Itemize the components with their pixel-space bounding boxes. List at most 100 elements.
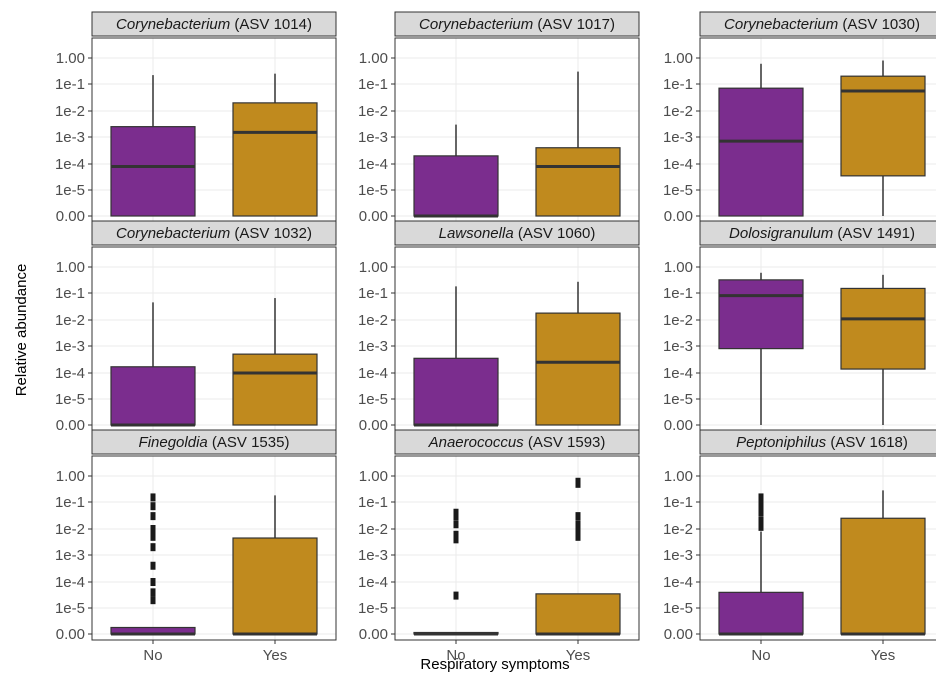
y-tick-label: 1e-5	[358, 182, 388, 199]
facet-panel: Dolosigranulum (ASV 1491) 0.00 1e-5 1e-4 1e-…	[663, 220, 936, 434]
y-tick-label: 1.00	[359, 259, 388, 276]
y-tick-label: 0.00	[664, 417, 693, 434]
outlier-point	[575, 527, 581, 536]
box-no	[413, 286, 499, 427]
facet-asv-label: (ASV 1060)	[514, 225, 596, 242]
facet-strip	[394, 429, 640, 455]
outlier-point	[453, 530, 459, 539]
facet-strip-label: Corynebacterium (ASV 1030)	[724, 16, 920, 33]
outlier-point	[758, 498, 764, 506]
panels-layer: Corynebacterium (ASV 1014) 0.00 1e-5 1e-4 1e…	[55, 11, 936, 664]
outlier-point	[758, 508, 764, 517]
outlier-point	[453, 591, 459, 600]
facet-asv-label: (ASV 1030)	[838, 16, 920, 33]
y-tick-label: 1e-2	[55, 521, 85, 538]
box-iqr	[232, 102, 318, 217]
outlier-point	[150, 596, 156, 605]
y-tick-label: 1e-2	[358, 521, 388, 538]
y-tick-label: 1e-2	[358, 312, 388, 329]
box-no	[718, 493, 804, 636]
y-tick-label: 1.00	[56, 468, 85, 485]
facet-asv-label: (ASV 1014)	[230, 16, 312, 33]
y-tick-label: 0.00	[664, 208, 693, 225]
outlier-point	[575, 512, 581, 521]
outlier-point	[150, 588, 156, 597]
box-iqr	[535, 147, 621, 217]
facet-panel: Anaerococcus (ASV 1593) 0.00 1e-5 1e-4 1e-3 1…	[358, 429, 640, 664]
y-tick-label: 1e-1	[55, 285, 85, 302]
y-tick-label: 1e-4	[663, 156, 693, 173]
box-iqr	[110, 366, 196, 426]
facet-genus-label: Peptoniphilus	[736, 434, 827, 451]
y-tick-label: 1e-1	[358, 285, 388, 302]
facet-genus-label: Anaerococcus	[428, 434, 525, 451]
y-tick-label: 1e-5	[663, 182, 693, 199]
facet-panel: Corynebacterium (ASV 1014) 0.00 1e-5 1e-4 1e…	[55, 11, 337, 225]
box-iqr	[413, 155, 499, 217]
y-tick-label: 1e-2	[55, 312, 85, 329]
box-iqr	[535, 312, 621, 426]
outlier-point	[150, 561, 156, 570]
x-axis-title: Respiratory symptoms	[420, 656, 569, 673]
box-yes	[232, 73, 318, 217]
facet-panel: Finegoldia (ASV 1535) 0.00 1e-5 1e-4 1e-3 1e-…	[55, 429, 337, 664]
x-tick-label: Yes	[566, 647, 590, 664]
outlier-point	[453, 520, 459, 529]
facet-asv-label: (ASV 1535)	[208, 434, 290, 451]
y-tick-label: 1e-2	[358, 103, 388, 120]
facet-strip	[394, 220, 640, 246]
facet-panel: Corynebacterium (ASV 1032) 0.00 1e-5 1e-4 1e…	[55, 220, 337, 434]
box-no	[413, 508, 499, 636]
box-yes	[840, 490, 926, 636]
facet-genus-label: Corynebacterium	[116, 225, 230, 242]
y-tick-label: 1e-5	[663, 600, 693, 617]
box-no	[718, 63, 804, 217]
panel-border	[91, 455, 337, 641]
facet-genus-label: Dolosigranulum	[729, 225, 833, 242]
box-iqr	[840, 75, 926, 177]
outlier-point	[575, 477, 581, 486]
facet-asv-label: (ASV 1593)	[524, 434, 606, 451]
facet-strip	[91, 220, 337, 246]
outlier-point	[575, 532, 581, 541]
box-no	[110, 75, 196, 217]
box-iqr	[840, 287, 926, 370]
y-tick-label: 1e-1	[663, 494, 693, 511]
facet-asv-label: (ASV 1618)	[826, 434, 908, 451]
y-tick-label: 1e-5	[358, 391, 388, 408]
box-iqr	[840, 517, 926, 635]
y-tick-label: 1e-4	[55, 574, 85, 591]
box-iqr	[232, 537, 318, 635]
y-tick-label: 1e-1	[663, 76, 693, 93]
facet-genus-label: Finegoldia	[139, 434, 208, 451]
y-tick-label: 1.00	[664, 50, 693, 67]
y-tick-label: 0.00	[359, 208, 388, 225]
y-tick-label: 1e-1	[358, 494, 388, 511]
box-no	[413, 124, 499, 218]
facet-strip-label: Corynebacterium (ASV 1017)	[419, 16, 615, 33]
facet-genus-label: Lawsonella	[439, 225, 514, 242]
box-iqr	[413, 357, 499, 426]
box-no	[110, 302, 196, 427]
panel-border	[699, 455, 936, 641]
outlier-point	[150, 525, 156, 533]
box-no	[110, 493, 196, 636]
y-tick-label: 1e-5	[55, 391, 85, 408]
y-tick-label: 0.00	[56, 417, 85, 434]
outlier-point	[453, 535, 459, 544]
facet-strip-label: Corynebacterium (ASV 1014)	[116, 16, 312, 33]
facet-strip-label: Lawsonella (ASV 1060)	[439, 225, 596, 242]
facet-genus-label: Corynebacterium	[419, 16, 533, 33]
facet-strip-label: Anaerococcus (ASV 1593)	[428, 434, 606, 451]
outlier-point	[758, 516, 764, 525]
x-tick-label: No	[446, 647, 465, 664]
facet-genus-label: Corynebacterium	[724, 16, 838, 33]
y-tick-label: 1.00	[359, 50, 388, 67]
box-iqr	[535, 593, 621, 635]
box-yes	[535, 281, 621, 426]
box-iqr	[718, 591, 804, 635]
y-tick-label: 1e-1	[358, 76, 388, 93]
y-tick-label: 0.00	[359, 626, 388, 643]
facet-asv-label: (ASV 1491)	[833, 225, 915, 242]
outlier-point	[150, 502, 156, 511]
